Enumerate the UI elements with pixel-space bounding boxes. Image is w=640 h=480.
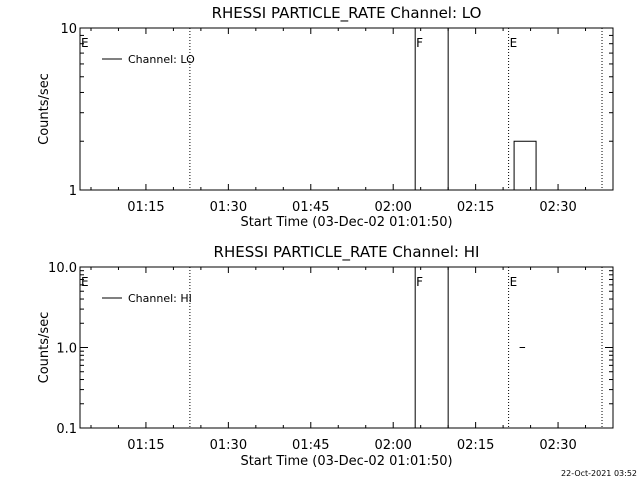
series-line (513, 140, 537, 190)
x-tick-label: 02:15 (457, 200, 494, 215)
event-marker-label: E (81, 36, 89, 50)
y-tick-label: 10.0 (48, 261, 77, 276)
hi-channel-panel: RHESSI PARTICLE_RATE Channel: HI 01:15 01:… (37, 243, 614, 469)
legend-label: Channel: HI (128, 292, 192, 305)
x-tick-label: 02:00 (374, 438, 411, 453)
chart-title: RHESSI PARTICLE_RATE Channel: HI (214, 243, 480, 262)
y-axis-label: Counts/sec (37, 73, 52, 145)
x-tick-label: 01:15 (127, 200, 164, 215)
x-tick-label: 02:30 (539, 438, 576, 453)
lo-channel-panel: RHESSI PARTICLE_RATE Channel: LO 01:15 01:… (37, 4, 614, 230)
event-marker-label: F (416, 36, 423, 50)
x-tick-label: 01:45 (292, 438, 329, 453)
y-tick-label: 1 (69, 184, 77, 199)
x-tick-label: 02:30 (539, 200, 576, 215)
y-axis-label: Counts/sec (37, 312, 52, 384)
event-marker-label: E (81, 275, 89, 289)
chart-title: RHESSI PARTICLE_RATE Channel: LO (212, 4, 482, 23)
x-axis-label: Start Time (03-Dec-02 01:01:50) (240, 454, 452, 469)
x-tick-label: 01:30 (210, 438, 247, 453)
x-tick-label: 02:15 (457, 438, 494, 453)
y-tick-label: 10 (60, 22, 77, 37)
x-tick-label: 02:00 (374, 200, 411, 215)
y-tick-label: 1.0 (56, 342, 77, 357)
y-tick-label: 0.1 (56, 422, 77, 437)
event-marker-label: F (416, 275, 423, 289)
x-axis-label: Start Time (03-Dec-02 01:01:50) (240, 215, 452, 230)
x-tick-label: 01:15 (127, 438, 164, 453)
x-tick-label: 01:30 (210, 200, 247, 215)
event-marker-label: E (510, 275, 518, 289)
generation-timestamp: 22-Oct-2021 03:52 (561, 469, 637, 478)
event-marker-label: E (510, 36, 518, 50)
x-tick-label: 01:45 (292, 200, 329, 215)
legend-label: Channel: LO (128, 53, 195, 66)
